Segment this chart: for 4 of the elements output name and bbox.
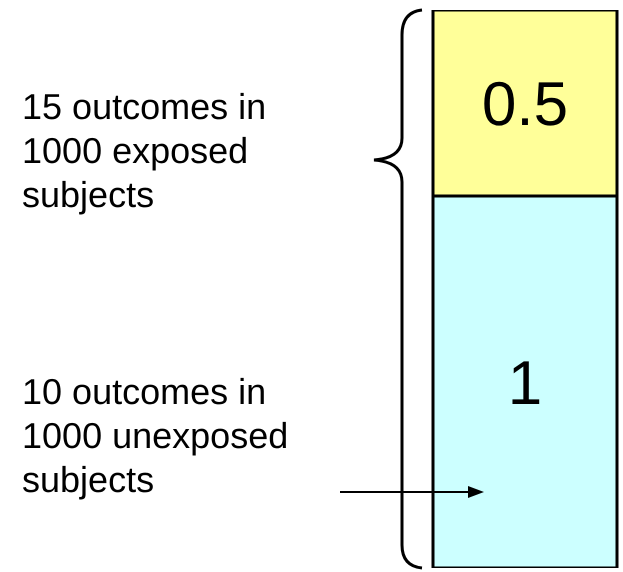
text: 10 outcomes in 1000 unexposed subjects [22, 370, 290, 502]
text: 15 outcomes in 1000 exposed subjects [22, 85, 268, 217]
data-label: 0.5 [482, 70, 568, 140]
data-label: 1 [508, 349, 542, 418]
